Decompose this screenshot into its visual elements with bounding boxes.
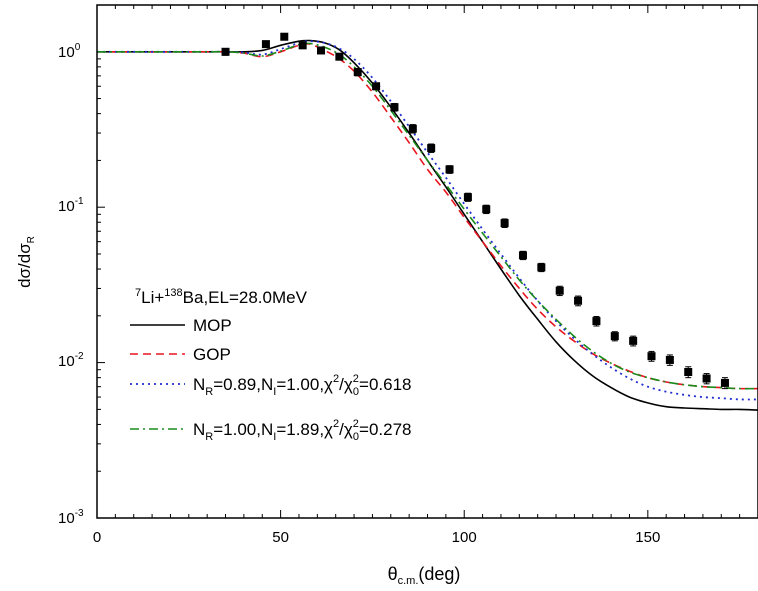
data-point xyxy=(592,317,601,326)
data-point xyxy=(280,32,289,41)
series-line-1 xyxy=(97,42,758,390)
y-tick-label: 10-1 xyxy=(58,196,84,215)
data-point xyxy=(298,41,307,50)
data-point xyxy=(702,374,711,383)
series-curves xyxy=(97,39,758,411)
data-point xyxy=(408,124,417,133)
data-point xyxy=(555,286,564,295)
legend-label-mop: MOP xyxy=(193,316,232,335)
legend-label-ni189: NR=1.00,NI=1.89,χ2/χ2 0=0.278 xyxy=(193,418,412,443)
axis-ticks xyxy=(96,4,758,519)
x-tick-label: 150 xyxy=(635,529,660,546)
data-point xyxy=(221,47,230,56)
x-tick-label: 100 xyxy=(452,529,477,546)
series-line-3 xyxy=(97,42,758,390)
legend-title: 7Li+138Ba,EL=28.0MeV xyxy=(135,287,308,307)
x-tick-label: 0 xyxy=(93,529,101,546)
data-point xyxy=(720,378,729,387)
data-point xyxy=(537,263,546,272)
data-point xyxy=(463,193,472,202)
data-point xyxy=(335,52,344,61)
y-axis-label: dσ/dσR xyxy=(15,236,37,288)
y-tick-label: 100 xyxy=(58,42,81,61)
data-point xyxy=(665,355,674,364)
data-point xyxy=(482,205,491,214)
data-point xyxy=(518,251,527,260)
legend-label-nr089: NR=0.89,NI=1.00,χ2/χ2 0=0.618 xyxy=(193,373,412,398)
data-point xyxy=(647,352,656,361)
x-tick-label: 50 xyxy=(272,529,289,546)
data-point xyxy=(372,82,381,91)
data-point xyxy=(390,103,399,112)
data-point xyxy=(317,46,326,55)
data-point xyxy=(574,296,583,305)
data-point xyxy=(353,68,362,77)
data-point xyxy=(500,219,509,228)
plot-frame xyxy=(96,4,758,519)
legend: 7Li+138Ba,EL=28.0MeV MOP GOP NR=0.89,NI=… xyxy=(130,287,412,443)
data-point xyxy=(610,332,619,341)
y-tick-label: 10-2 xyxy=(58,351,84,370)
x-axis-label: θc.m.(deg) xyxy=(388,564,461,587)
series-line-0 xyxy=(97,39,758,411)
data-point xyxy=(261,40,270,49)
data-point xyxy=(427,144,436,153)
series-line-2 xyxy=(97,40,758,401)
data-point xyxy=(684,367,693,376)
data-point xyxy=(629,336,638,345)
y-tick-label: 10-3 xyxy=(58,508,84,527)
data-point xyxy=(445,165,454,174)
legend-label-gop: GOP xyxy=(193,345,231,364)
data-points xyxy=(221,32,729,390)
